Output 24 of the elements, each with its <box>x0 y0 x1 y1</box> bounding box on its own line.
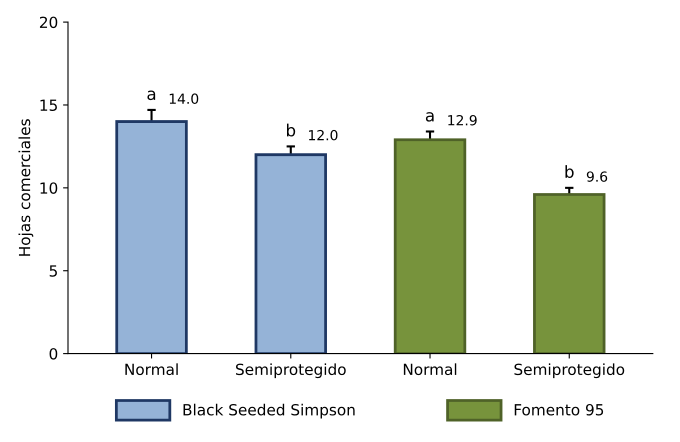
data-label: 9.6 <box>586 171 608 182</box>
legend-label: Black Seeded Simpson <box>184 404 355 418</box>
legend-label: Fomento 95 <box>514 404 604 416</box>
data-label: 12.0 <box>309 130 338 140</box>
y-tick-label: 10 <box>40 182 58 194</box>
y-tick-label: 20 <box>40 16 58 28</box>
y-tick-label: 15 <box>40 100 57 111</box>
bar <box>254 153 327 354</box>
bar <box>394 138 466 354</box>
x-tick-label: Normal <box>125 363 178 376</box>
data-label: 14.0 <box>170 93 198 104</box>
y-axis-title: Hojas comerciales <box>18 119 34 256</box>
annotation: b <box>565 165 574 178</box>
annotation: b <box>287 124 296 137</box>
bar <box>115 120 188 354</box>
y-tick-label: 5 <box>50 265 57 277</box>
y-tick-label: 0 <box>50 348 58 360</box>
bar <box>533 193 606 354</box>
annotation: a <box>147 90 156 100</box>
x-tick-label: Semiprotegido <box>236 363 346 378</box>
data-label: 12.9 <box>448 114 477 126</box>
x-tick-label: Normal <box>404 363 456 376</box>
x-tick-label: Semiprotegido <box>514 363 624 378</box>
annotation: a <box>426 112 434 122</box>
